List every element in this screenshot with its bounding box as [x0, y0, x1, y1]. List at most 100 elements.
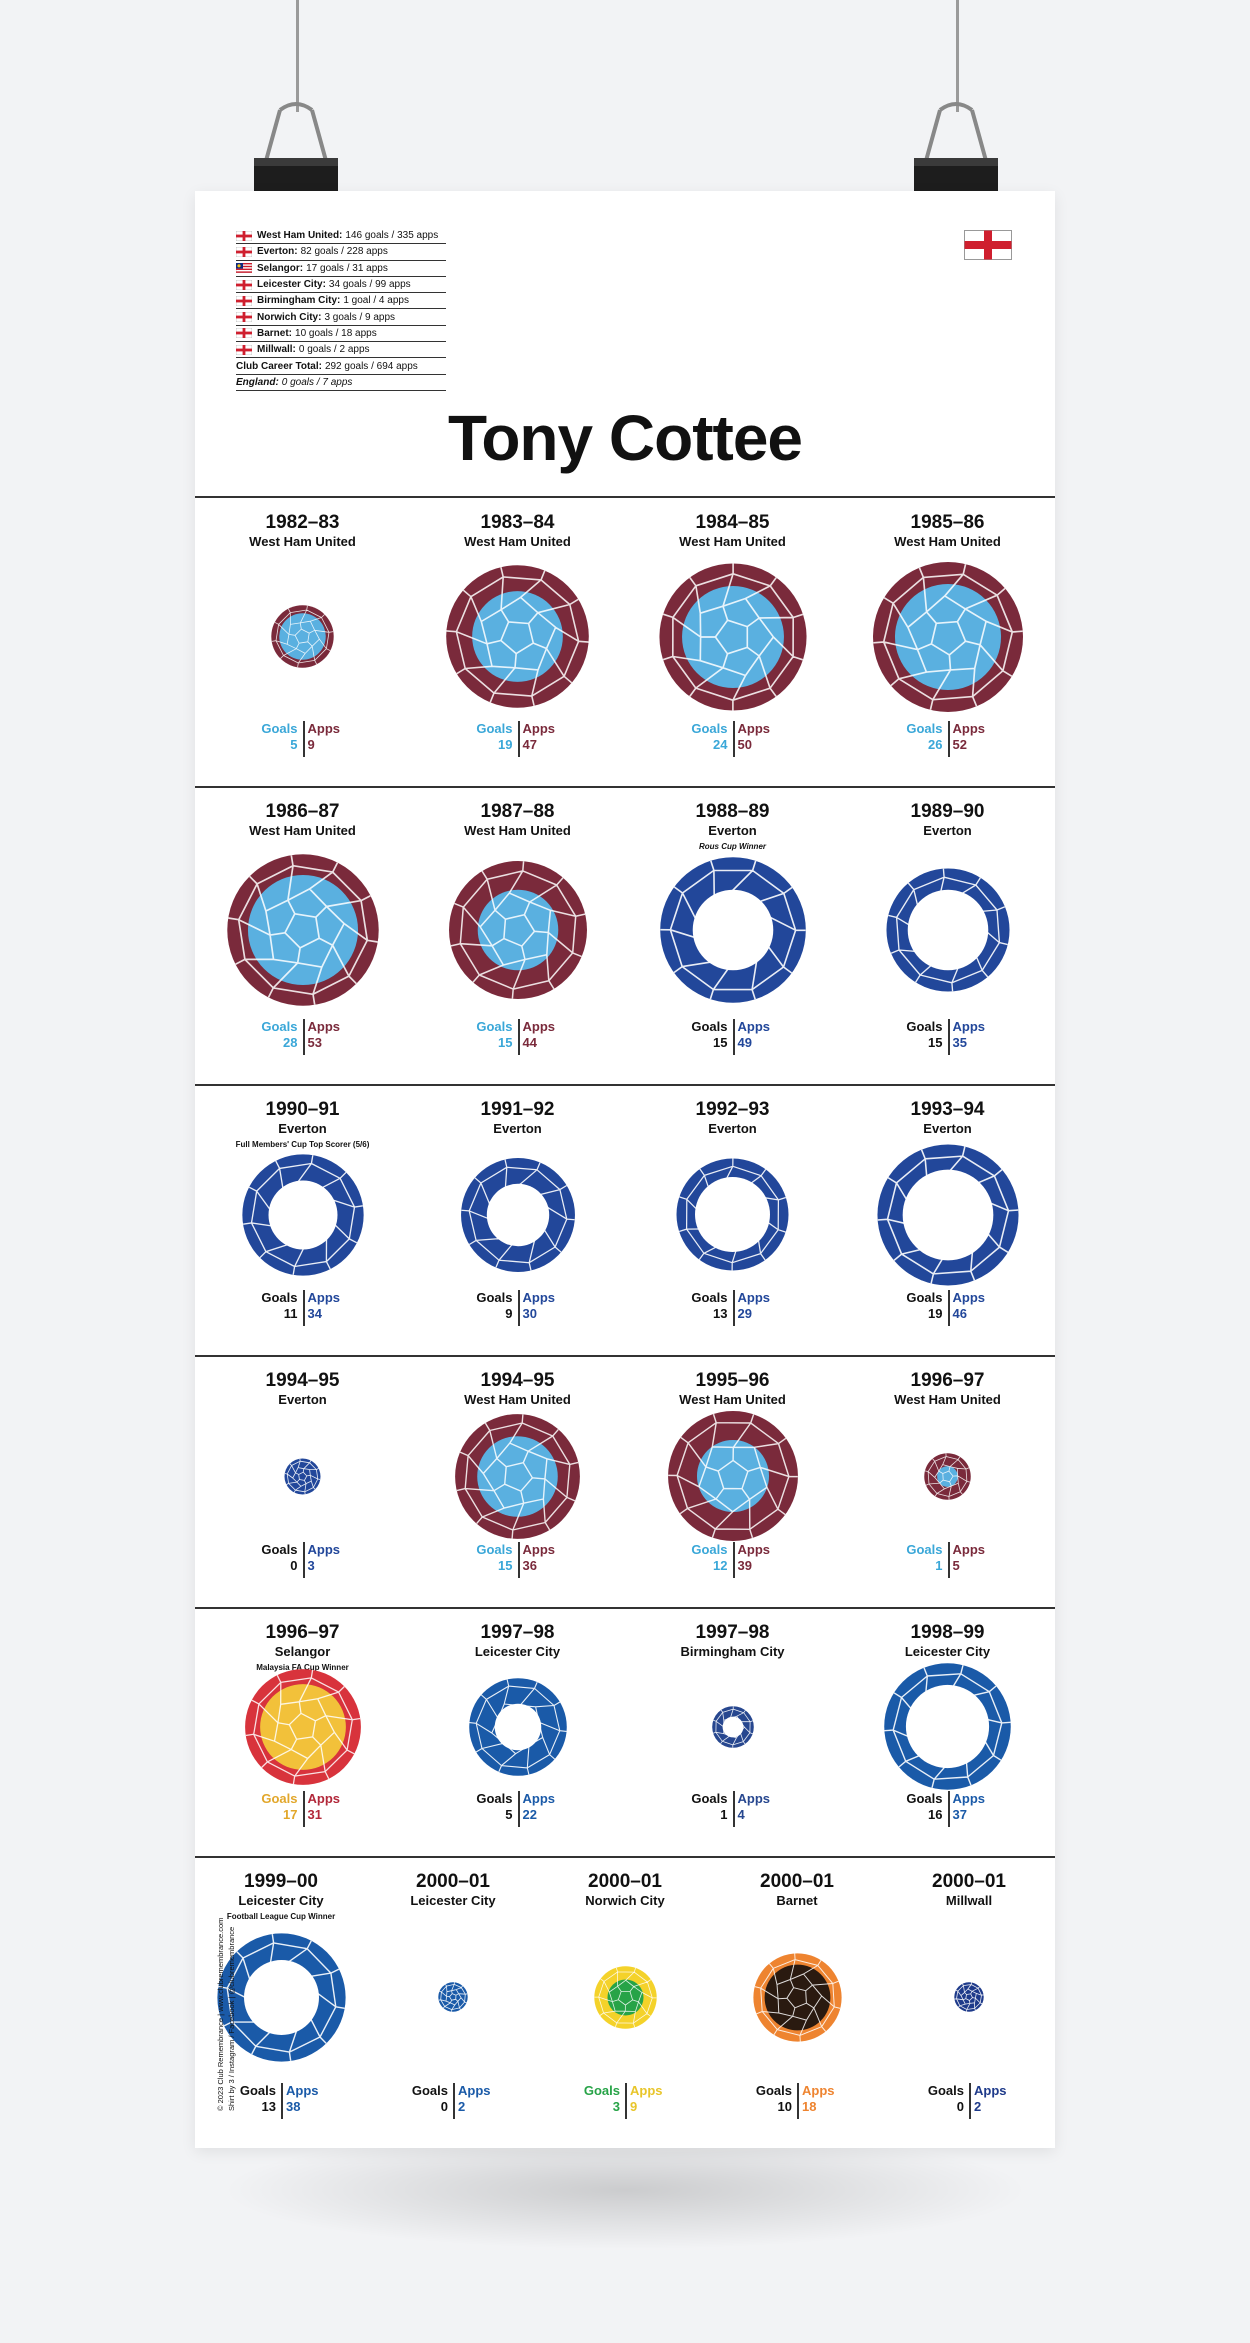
row-divider	[195, 1084, 1055, 1086]
season-stats: Goals 0 Apps 3	[195, 1542, 410, 1578]
goals-value: 15	[498, 1035, 513, 1050]
stat-divider	[517, 721, 520, 757]
row-divider	[195, 1856, 1055, 1858]
goals-apps-ball	[872, 561, 1023, 712]
honour-note: Football League Cup Winner	[226, 1912, 336, 1921]
goals-value: 15	[713, 1035, 728, 1050]
team-label: Leicester City	[238, 1893, 324, 1908]
season-card: 1982–83 West Ham United Goals 5 Apps 9	[195, 498, 410, 786]
team-label: Everton	[493, 1121, 542, 1136]
goals-apps-ball	[876, 1143, 1019, 1286]
football-panel-lines	[450, 861, 585, 999]
season-card: 1990–91 Everton Full Members' Cup Top Scor…	[195, 1085, 410, 1355]
goals-apps-ball	[460, 1157, 575, 1272]
football-panel-lines	[667, 1413, 798, 1539]
goals-value: 0	[290, 1558, 298, 1573]
goals-value: 28	[283, 1035, 298, 1050]
season-stats: Goals 12 Apps 39	[625, 1542, 840, 1578]
season-stats: Goals 13 Apps 38	[195, 2083, 367, 2119]
goals-circle	[606, 1978, 644, 2016]
england-flag-icon	[236, 230, 252, 241]
season-card: 1996–97 West Ham United Goals 1 Apps 5	[840, 1356, 1055, 1607]
goals-apps-ball	[468, 1677, 567, 1776]
england-flag-icon	[236, 279, 252, 290]
team-label: West Ham United	[464, 534, 571, 549]
team-label: Everton	[708, 1121, 757, 1136]
football-panel-lines	[242, 1154, 363, 1275]
season-stats: Goals 11 Apps 34	[195, 1290, 410, 1326]
summary-row: Birmingham City: 1 goal / 4 apps	[236, 293, 446, 310]
goals-label: Goals	[906, 1290, 943, 1305]
goals-label: Goals	[239, 2083, 276, 2098]
goals-label: Goals	[927, 2083, 964, 2098]
goals-apps-ball	[884, 1663, 1011, 1790]
goals-circle	[681, 585, 784, 688]
goals-apps-ball	[885, 868, 1010, 992]
summary-club: Everton:	[257, 246, 298, 258]
apps-label: Apps	[952, 1290, 986, 1305]
goals-value: 11	[283, 1306, 298, 1321]
apps-label: Apps	[522, 1290, 556, 1305]
season-card: 1995–96 West Ham United Goals 12 Apps 39	[625, 1356, 840, 1607]
season-stats: Goals 17 Apps 31	[195, 1791, 410, 1827]
season-card: 1997–98 Birmingham City Goals 1 Apps 4	[625, 1608, 840, 1856]
goals-apps-ball	[658, 562, 807, 711]
football-panel-lines	[284, 1458, 321, 1494]
stat-divider	[969, 2083, 971, 2119]
apps-value: 29	[737, 1306, 752, 1321]
stat-divider	[302, 1290, 305, 1326]
team-label: West Ham United	[464, 1392, 571, 1407]
goals-circle	[259, 1683, 346, 1770]
football-panel-lines	[227, 855, 378, 1005]
england-flag-icon	[964, 230, 1012, 260]
season-label: 2000–01	[932, 1871, 1006, 1892]
season-stats: Goals 5 Apps 22	[410, 1791, 625, 1827]
team-label: West Ham United	[464, 823, 571, 838]
stat-divider	[797, 2083, 799, 2119]
goals-apps-ball	[226, 854, 379, 1006]
apps-label: Apps	[737, 721, 771, 736]
summary-row: Norwich City: 3 goals / 9 apps	[236, 309, 446, 326]
season-label: 2000–01	[760, 1871, 834, 1892]
season-label: 1983–84	[480, 512, 555, 533]
summary-stat: 0 goals / 2 apps	[298, 344, 370, 356]
team-label: Leicester City	[410, 1893, 496, 1908]
season-label: 1994–95	[265, 1370, 340, 1391]
goals-apps-ball	[752, 1952, 842, 2042]
goals-apps-ball	[216, 1932, 346, 2062]
career-poster: West Ham United: 146 goals / 335 apps Ever…	[195, 191, 1055, 2148]
football-panel-lines	[271, 605, 334, 668]
england-flag-icon	[236, 295, 252, 306]
apps-label: Apps	[307, 1290, 341, 1305]
apps-label: Apps	[802, 2083, 835, 2098]
stat-divider	[625, 2083, 627, 2119]
goals-apps-ball	[448, 861, 587, 999]
row-divider	[195, 1607, 1055, 1609]
england-flag-icon	[236, 328, 252, 339]
goals-value: 5	[290, 737, 298, 752]
goals-label: Goals	[476, 1542, 513, 1557]
season-card: 2000–01 Millwall Goals 0 Apps 2	[883, 1857, 1055, 2148]
summary-club: Leicester City:	[257, 279, 326, 291]
season-card: 1984–85 West Ham United Goals 24 Apps 50	[625, 498, 840, 786]
summary-row: Barnet: 10 goals / 18 apps	[236, 326, 446, 343]
football-panel-lines	[872, 563, 1023, 710]
goals-value: 10	[777, 2099, 792, 2114]
team-label: West Ham United	[249, 823, 356, 838]
copyright-note: © 2023 Club Remembrance | www.clubrememb…	[215, 1918, 237, 2111]
summary-row: Everton: 82 goals / 228 apps	[236, 244, 446, 261]
team-label: Everton	[923, 823, 972, 838]
stat-divider	[732, 1542, 735, 1578]
apps-value: 9	[630, 2099, 638, 2114]
season-label: 1982–83	[265, 512, 340, 533]
season-label: 1996–97	[265, 1622, 340, 1643]
goals-label: Goals	[691, 1542, 728, 1557]
goals-value: 9	[505, 1306, 513, 1321]
apps-label: Apps	[737, 1290, 771, 1305]
apps-label: Apps	[522, 1542, 556, 1557]
apps-value: 5	[952, 1558, 960, 1573]
season-stats: Goals 1 Apps 5	[840, 1542, 1055, 1578]
summary-row: England: 0 goals / 7 apps	[236, 375, 446, 391]
poster-shadow	[220, 2130, 1030, 2250]
apps-label: Apps	[630, 2083, 663, 2098]
